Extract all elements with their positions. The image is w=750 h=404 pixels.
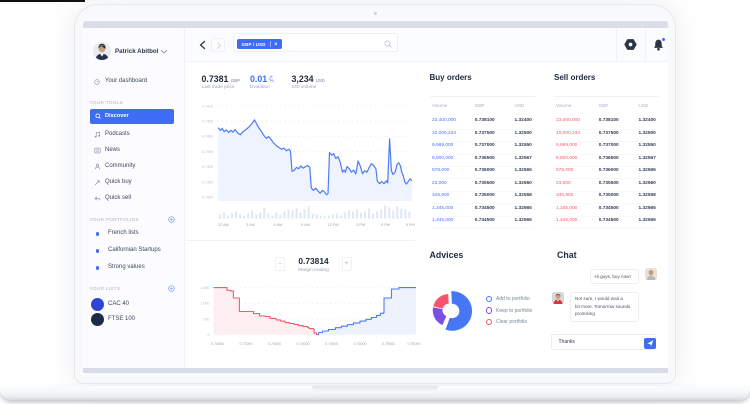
- svg-text:0.7410: 0.7410: [202, 104, 213, 108]
- svg-text:0.74000: 0.74000: [297, 342, 310, 346]
- svg-text:3 PM: 3 PM: [356, 223, 365, 227]
- svg-text:0.7385: 0.7385: [202, 180, 213, 184]
- svg-text:0.76000: 0.76000: [408, 342, 421, 346]
- svg-text:0.7395: 0.7395: [202, 150, 213, 154]
- svg-text:0.7400: 0.7400: [202, 135, 213, 139]
- svg-text:1,000: 1,000: [201, 302, 210, 306]
- svg-text:1,500: 1,500: [201, 286, 210, 290]
- svg-text:12 PM: 12 PM: [328, 223, 339, 227]
- svg-text:6 PM: 6 PM: [381, 223, 390, 227]
- svg-text:0.7390: 0.7390: [202, 165, 213, 169]
- svg-text:0.75000: 0.75000: [354, 342, 367, 346]
- svg-text:6 AM: 6 AM: [274, 223, 283, 227]
- svg-text:0.72500: 0.72500: [211, 342, 224, 346]
- svg-text:9 AM: 9 AM: [301, 223, 310, 227]
- svg-text:9 PM: 9 PM: [406, 223, 415, 227]
- svg-text:0: 0: [208, 333, 210, 337]
- svg-text:3 AM: 3 AM: [246, 223, 255, 227]
- svg-text:0.7405: 0.7405: [202, 120, 213, 124]
- svg-text:0.73000: 0.73000: [240, 342, 253, 346]
- svg-text:0.74500: 0.74500: [325, 342, 338, 346]
- svg-text:0.7380: 0.7380: [202, 196, 213, 200]
- svg-text:0.73500: 0.73500: [268, 342, 281, 346]
- svg-text:12 AM: 12 AM: [218, 223, 229, 227]
- svg-text:0.75500: 0.75500: [382, 342, 395, 346]
- svg-text:500: 500: [204, 317, 210, 321]
